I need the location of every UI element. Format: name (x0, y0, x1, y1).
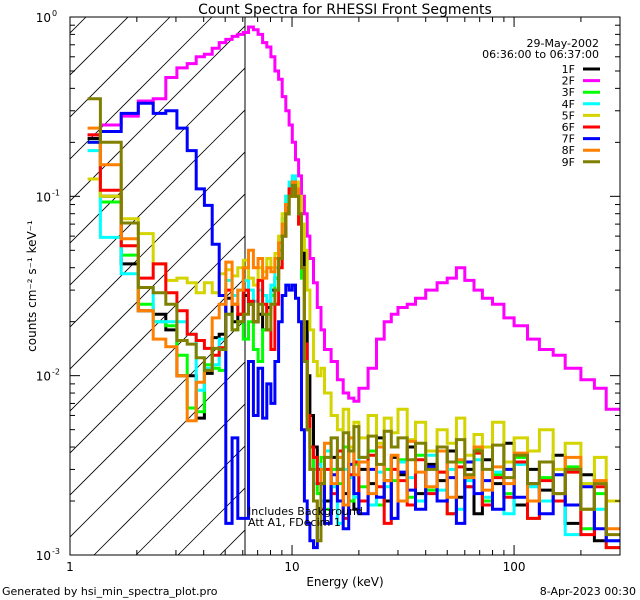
legend-label-8F: 8F (562, 144, 575, 157)
legend-label-4F: 4F (562, 98, 575, 111)
x-tick-label: 10 (284, 560, 299, 574)
y-axis-label: counts cm⁻² s⁻¹ keV⁻¹ (25, 220, 39, 352)
series-line-7F (87, 101, 620, 550)
hatch-line (70, 17, 87, 34)
legend-label-9F: 9F (562, 156, 575, 169)
y-tick-exponent: -3 (52, 547, 60, 556)
annotation-background: Includes Background (248, 505, 363, 518)
chart-title: Count Spectra for RHESSI Front Segments (198, 2, 492, 18)
hatch-line (70, 319, 245, 496)
axis-ticks (69, 17, 621, 556)
series-line-6F (87, 133, 620, 550)
hatch-line (93, 403, 245, 555)
y-tick-label: 10 (36, 11, 51, 25)
y-tick-exponent: -2 (52, 368, 60, 377)
legend-label-7F: 7F (562, 133, 575, 146)
legend-label-1F: 1F (562, 63, 575, 76)
x-axis-label: Energy (keV) (306, 575, 383, 589)
hatch-line (70, 17, 129, 76)
y-tick-label: 10 (36, 370, 51, 384)
y-tick-exponent: 0 (52, 9, 57, 18)
series-line-2F (87, 25, 620, 411)
hatch-line (70, 17, 213, 160)
timestamp-text: 8-Apr-2023 00:30 (540, 585, 636, 598)
series-line-9F (87, 97, 620, 543)
plot-frame (69, 16, 621, 556)
hatch-line (70, 361, 245, 538)
y-tick-exponent: -1 (52, 188, 60, 197)
y-tick-label: 10 (36, 549, 51, 563)
series-line-5F (87, 177, 620, 503)
annotation-attenuator: Att A1, FDecim 1 (248, 516, 341, 529)
hatch-line (70, 17, 171, 118)
y-tick-label: 10 (36, 190, 51, 204)
legend-time-range: 06:36:00 to 06:37:00 (482, 48, 599, 61)
hatch-line (70, 67, 245, 244)
hatch-line (70, 151, 245, 328)
legend-date: 29-May-2002 (527, 37, 599, 50)
legend-label-3F: 3F (562, 86, 575, 99)
hatch-line (0, 17, 2, 555)
legend-label-5F: 5F (562, 109, 575, 122)
x-tick-label: 1 (66, 560, 74, 574)
legend-label-6F: 6F (562, 121, 575, 134)
hatch-line (70, 277, 245, 454)
x-tick-label: 100 (503, 560, 526, 574)
generated-by-text: Generated by hsi_min_spectra_plot.pro (2, 585, 218, 598)
legend-label-2F: 2F (562, 75, 575, 88)
hatch-line (70, 25, 245, 202)
series-group (87, 25, 620, 550)
